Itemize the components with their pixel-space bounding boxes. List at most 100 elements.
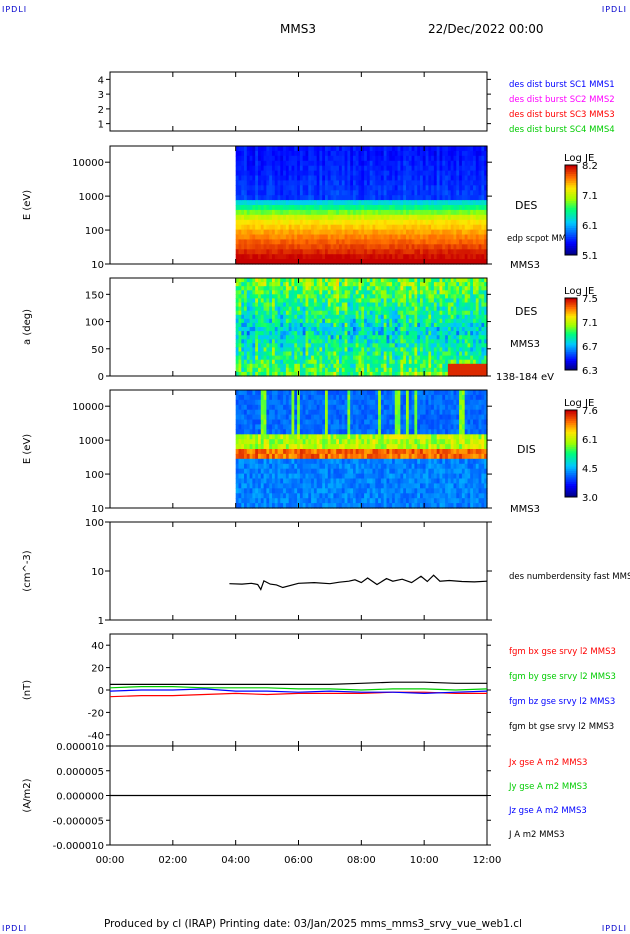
heatmap-cell (425, 351, 429, 357)
heatmap-cell (439, 205, 443, 211)
heatmap-cell (319, 155, 323, 162)
colorbar-title: Log JE (564, 286, 594, 297)
heatmap-cell (433, 363, 438, 369)
heatmap-cell (294, 394, 298, 401)
heatmap-cell (280, 244, 284, 250)
heatmap-cell (380, 170, 385, 177)
heatmap-cell (361, 371, 365, 377)
heatmap-cell (266, 394, 270, 401)
heatmap-cell (339, 175, 343, 181)
heatmap-cell (311, 371, 315, 377)
heatmap-cell (389, 327, 393, 332)
heatmap-cell (350, 219, 354, 226)
heatmap-cell (378, 278, 382, 283)
heatmap-cell (459, 278, 463, 283)
heatmap-cell (417, 278, 421, 283)
heatmap-cell (316, 290, 321, 295)
heatmap-cell (277, 205, 281, 211)
heatmap-cell (311, 170, 315, 177)
heatmap-cell (420, 282, 424, 287)
heatmap-cell (299, 244, 304, 250)
heatmap-cell (238, 200, 242, 206)
heatmap-cell (322, 278, 326, 283)
heatmap-cell (428, 234, 432, 240)
heatmap-cell (299, 146, 304, 152)
heatmap-cell (361, 180, 365, 186)
heatmap-cell (297, 224, 301, 231)
heatmap-cell (447, 229, 452, 236)
heatmap-cell (241, 234, 245, 240)
heatmap-cell (311, 175, 315, 181)
heatmap-cell (274, 209, 279, 216)
heatmap-cell (406, 150, 410, 157)
heatmap-cell (433, 282, 438, 287)
heatmap-cell (350, 234, 354, 240)
heatmap-cell (285, 234, 290, 240)
heatmap-cell (358, 294, 362, 299)
heatmap-cell (325, 351, 329, 357)
heatmap-cell (383, 254, 388, 260)
heatmap-cell (258, 160, 262, 167)
heatmap-cell (408, 367, 413, 373)
heatmap-cell (277, 195, 281, 201)
heatmap-cell (422, 234, 427, 240)
heatmap-cell (375, 335, 379, 340)
heatmap-cell (436, 160, 441, 167)
heatmap-cell (277, 224, 281, 231)
heatmap-cell (347, 331, 351, 336)
heatmap-cell (283, 155, 287, 162)
heatmap-cell (422, 343, 427, 348)
heatmap-cell (439, 371, 443, 377)
heatmap-cell (394, 195, 399, 201)
heatmap-cell (235, 434, 240, 440)
colorbar-swatch (565, 317, 577, 321)
heatmap-cell (288, 468, 293, 475)
heatmap-cell (291, 331, 295, 336)
heatmap-cell (361, 239, 365, 245)
heatmap-cell (380, 298, 385, 304)
heatmap-cell (258, 310, 262, 316)
heatmap-cell (316, 331, 321, 336)
heatmap-cell (255, 453, 259, 460)
heatmap-cell (481, 244, 485, 250)
heatmap-cell (266, 359, 270, 365)
heatmap-cell (481, 310, 485, 316)
heatmap-cell (255, 478, 259, 484)
heatmap-cell (330, 150, 334, 157)
heatmap-cell (244, 453, 248, 460)
heatmap-cell (344, 195, 348, 201)
heatmap-cell (417, 165, 421, 172)
heatmap-cell (355, 214, 360, 221)
heatmap-cell (255, 302, 259, 308)
heatmap-cell (274, 180, 279, 186)
heatmap-cell (406, 371, 410, 377)
heatmap-cell (442, 259, 446, 265)
heatmap-cell (467, 339, 471, 344)
heatmap-cell (366, 209, 371, 216)
heatmap-cell (302, 363, 307, 369)
heatmap-cell (341, 175, 346, 181)
heatmap-cell (420, 347, 424, 353)
heatmap-cell (238, 214, 242, 221)
heatmap-cell (383, 347, 388, 353)
heatmap-cell (308, 165, 312, 172)
heatmap-cell (297, 298, 301, 304)
heatmap-cell (274, 205, 279, 211)
heatmap-cell (280, 409, 284, 416)
heatmap-cell (313, 185, 318, 191)
heatmap-cell (420, 351, 424, 357)
heatmap-cell (408, 359, 413, 365)
heatmap-cell (285, 429, 290, 435)
heatmap-cell (255, 239, 259, 245)
heatmap-cell (274, 254, 279, 260)
heatmap-cell (266, 371, 270, 377)
heatmap-cell (341, 165, 346, 172)
heatmap-cell (274, 185, 279, 191)
heatmap-cell (269, 234, 273, 240)
heatmap-cell (439, 331, 443, 336)
heatmap-cell (439, 150, 443, 157)
heatmap-cell (439, 367, 443, 373)
heatmap-cell (313, 224, 318, 231)
heatmap-cell (288, 294, 293, 299)
heatmap-cell (294, 463, 298, 470)
